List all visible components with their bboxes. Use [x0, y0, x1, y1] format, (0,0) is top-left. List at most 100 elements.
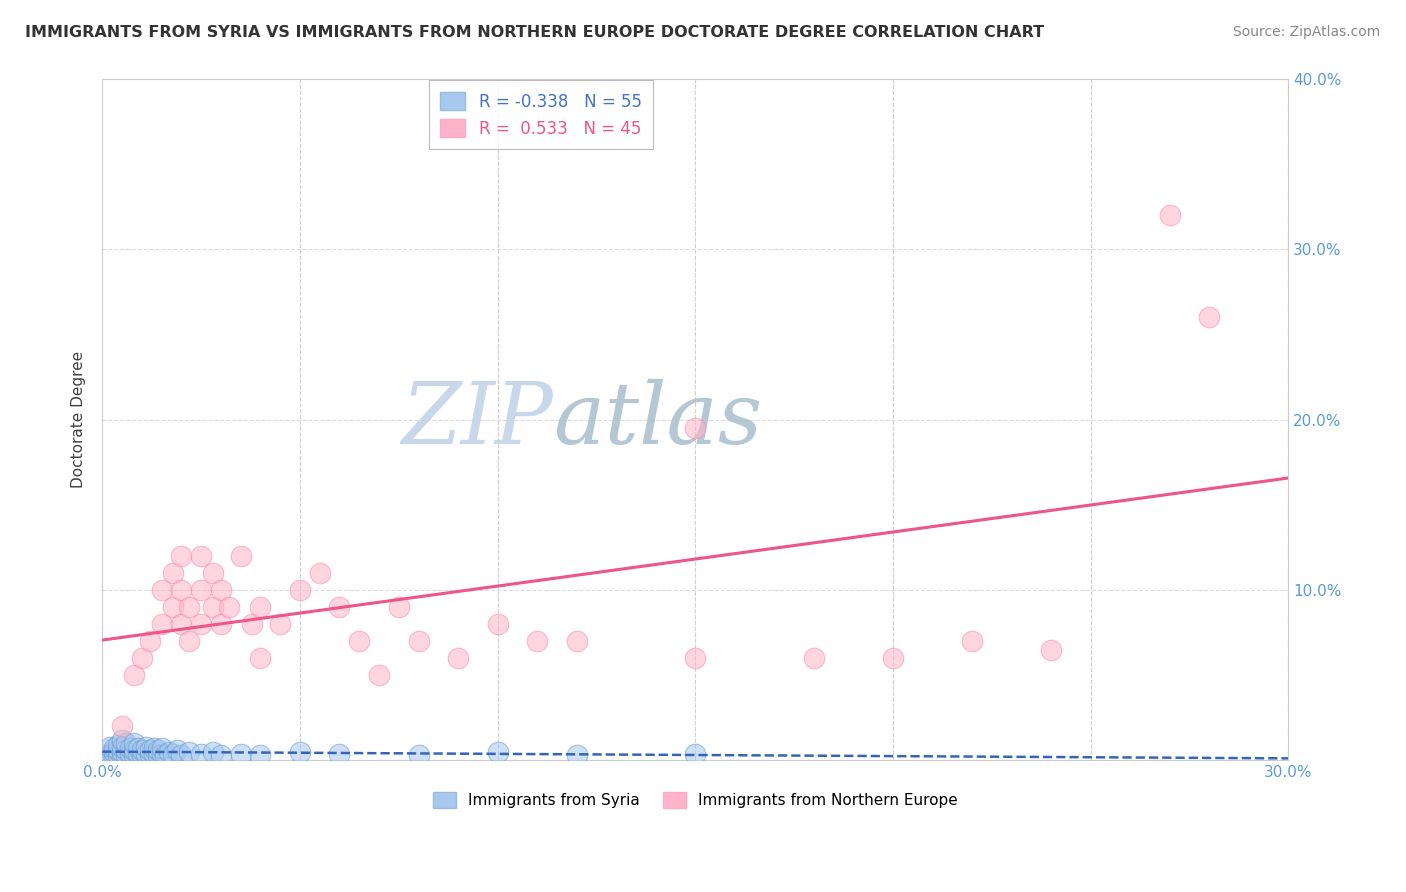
Point	[201, 745, 224, 759]
Point	[111, 733, 134, 747]
Point	[162, 566, 184, 580]
Point	[685, 747, 707, 761]
Point	[93, 752, 115, 766]
Point	[131, 748, 153, 763]
Point	[162, 747, 184, 761]
Point	[138, 748, 160, 763]
Point	[486, 617, 509, 632]
Point	[146, 748, 169, 763]
Point	[179, 634, 201, 648]
Point	[162, 600, 184, 615]
Point	[347, 634, 370, 648]
Point	[107, 743, 129, 757]
Point	[269, 617, 291, 632]
Point	[103, 741, 125, 756]
Text: ZIP: ZIP	[401, 378, 553, 461]
Point	[209, 582, 232, 597]
Point	[388, 600, 411, 615]
Point	[328, 747, 350, 761]
Point	[1159, 208, 1181, 222]
Point	[229, 747, 252, 761]
Point	[127, 747, 149, 761]
Point	[115, 736, 138, 750]
Point	[107, 748, 129, 763]
Point	[190, 582, 212, 597]
Legend: Immigrants from Syria, Immigrants from Northern Europe: Immigrants from Syria, Immigrants from N…	[427, 786, 963, 814]
Point	[118, 741, 141, 756]
Point	[122, 736, 145, 750]
Point	[190, 747, 212, 761]
Point	[138, 634, 160, 648]
Point	[103, 750, 125, 764]
Point	[170, 748, 193, 763]
Point	[179, 745, 201, 759]
Point	[122, 748, 145, 763]
Point	[882, 651, 904, 665]
Point	[565, 748, 588, 763]
Text: IMMIGRANTS FROM SYRIA VS IMMIGRANTS FROM NORTHERN EUROPE DOCTORATE DEGREE CORREL: IMMIGRANTS FROM SYRIA VS IMMIGRANTS FROM…	[25, 25, 1045, 40]
Point	[98, 747, 121, 761]
Point	[96, 748, 118, 763]
Point	[131, 651, 153, 665]
Point	[111, 745, 134, 759]
Point	[288, 745, 311, 759]
Point	[127, 741, 149, 756]
Point	[190, 617, 212, 632]
Point	[170, 549, 193, 563]
Point	[122, 743, 145, 757]
Point	[166, 743, 188, 757]
Point	[138, 743, 160, 757]
Point	[98, 739, 121, 754]
Point	[308, 566, 330, 580]
Point	[1198, 310, 1220, 325]
Point	[142, 741, 165, 756]
Point	[96, 750, 118, 764]
Point	[150, 582, 173, 597]
Point	[249, 748, 271, 763]
Point	[201, 566, 224, 580]
Point	[685, 421, 707, 435]
Point	[201, 600, 224, 615]
Point	[107, 738, 129, 752]
Point	[118, 747, 141, 761]
Point	[447, 651, 470, 665]
Point	[159, 745, 181, 759]
Point	[242, 617, 264, 632]
Point	[249, 651, 271, 665]
Point	[328, 600, 350, 615]
Point	[135, 747, 157, 761]
Point	[368, 668, 391, 682]
Point	[98, 752, 121, 766]
Point	[155, 748, 177, 763]
Point	[111, 739, 134, 754]
Point	[229, 549, 252, 563]
Point	[526, 634, 548, 648]
Point	[685, 651, 707, 665]
Point	[115, 743, 138, 757]
Point	[803, 651, 825, 665]
Text: atlas: atlas	[553, 378, 762, 461]
Point	[111, 750, 134, 764]
Point	[131, 743, 153, 757]
Point	[170, 582, 193, 597]
Point	[170, 617, 193, 632]
Point	[288, 582, 311, 597]
Point	[1040, 642, 1063, 657]
Point	[150, 617, 173, 632]
Point	[486, 745, 509, 759]
Y-axis label: Doctorate Degree: Doctorate Degree	[72, 351, 86, 488]
Point	[179, 600, 201, 615]
Point	[150, 741, 173, 756]
Point	[142, 747, 165, 761]
Point	[146, 743, 169, 757]
Point	[408, 634, 430, 648]
Point	[135, 739, 157, 754]
Point	[209, 748, 232, 763]
Text: Source: ZipAtlas.com: Source: ZipAtlas.com	[1233, 25, 1381, 39]
Point	[150, 747, 173, 761]
Point	[408, 748, 430, 763]
Point	[111, 719, 134, 733]
Point	[218, 600, 240, 615]
Point	[249, 600, 271, 615]
Point	[103, 745, 125, 759]
